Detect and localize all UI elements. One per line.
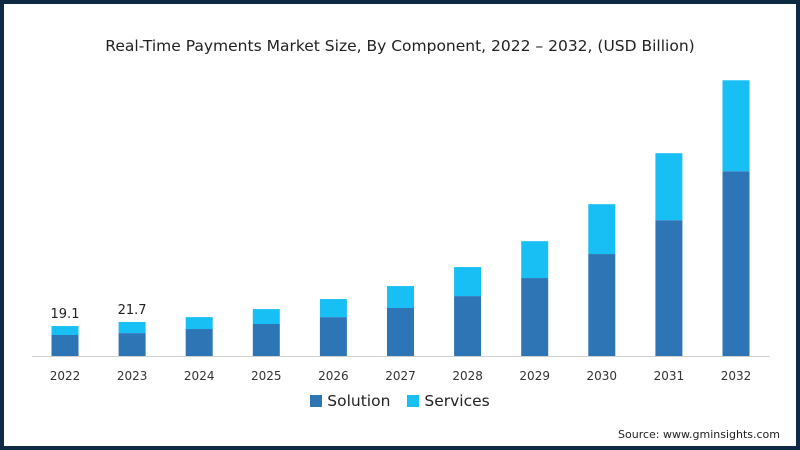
x-tick-label: 2031 — [654, 369, 685, 383]
legend-swatch-services — [407, 395, 420, 407]
bar-solution-2023 — [118, 333, 146, 356]
bar-solution-2026 — [319, 317, 347, 356]
x-tick-label: 2026 — [318, 369, 349, 383]
bar-services-2026 — [319, 299, 347, 318]
x-tick-label: 2032 — [721, 369, 752, 383]
x-tick-label: 2024 — [184, 369, 215, 383]
legend: Solution Services — [0, 392, 800, 410]
bar-solution-2030 — [588, 254, 616, 356]
legend-label: Solution — [327, 392, 391, 410]
data-label: 21.7 — [118, 303, 147, 318]
x-tick-label: 2030 — [587, 369, 618, 383]
bar-solution-2024 — [185, 329, 213, 356]
bar-solution-2025 — [252, 324, 280, 356]
bar-services-2025 — [252, 309, 280, 325]
x-tick-label: 2023 — [117, 369, 148, 383]
x-tick-label: 2025 — [251, 369, 282, 383]
x-tick-label: 2022 — [50, 369, 81, 383]
bar-services-2032 — [722, 80, 750, 172]
bar-solution-2027 — [387, 308, 414, 356]
source-note: Source: www.gminsights.com — [618, 428, 780, 441]
chart-title: Real-Time Payments Market Size, By Compo… — [105, 37, 695, 55]
legend-item-services: Services — [407, 392, 490, 410]
bar-services-2022 — [51, 326, 79, 335]
bar-solution-2028 — [454, 296, 482, 356]
x-tick-label: 2029 — [519, 369, 550, 383]
bar-services-2027 — [387, 286, 414, 309]
bar-solution-2029 — [521, 278, 549, 356]
bar-solution-2032 — [722, 171, 750, 356]
data-label: 19.1 — [51, 307, 80, 322]
legend-swatch-solution — [310, 395, 323, 407]
bar-solution-2031 — [655, 220, 683, 356]
x-tick-label: 2027 — [385, 369, 416, 383]
legend-item-solution: Solution — [310, 392, 390, 410]
bar-services-2029 — [521, 241, 549, 279]
bar-services-2030 — [588, 204, 616, 255]
bar-services-2028 — [454, 267, 482, 297]
legend-label: Services — [424, 392, 490, 410]
bar-services-2031 — [655, 153, 683, 221]
bar-services-2023 — [118, 321, 146, 334]
x-tick-label: 2028 — [452, 369, 483, 383]
bar-services-2024 — [185, 317, 213, 330]
bar-solution-2022 — [51, 334, 79, 356]
